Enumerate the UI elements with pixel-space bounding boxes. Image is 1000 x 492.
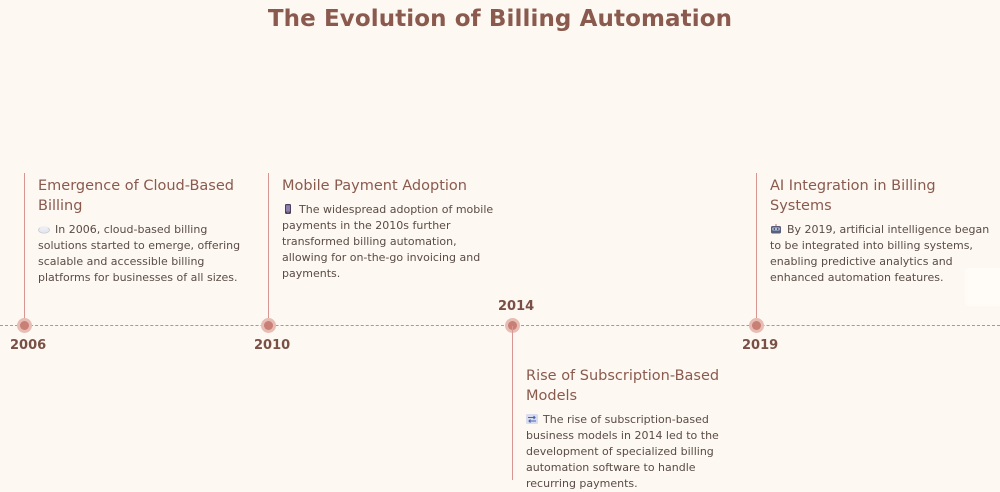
- timeline-dot-2010: [264, 321, 273, 330]
- event-title: Mobile Payment Adoption: [282, 178, 467, 194]
- timeline-axis: [0, 325, 1000, 326]
- event-title: Rise of Subscription-Based Models: [526, 368, 720, 404]
- timeline-dot-2006: [20, 321, 29, 330]
- event-description-wrapper: In 2006, cloud-based billing solutions s…: [38, 222, 253, 286]
- timeline-card-2006: Emergence of Cloud-Based Billing In 2006…: [38, 176, 253, 286]
- event-description: In 2006, cloud-based billing solutions s…: [38, 223, 241, 284]
- timeline-stem-2006: [24, 173, 25, 326]
- event-title: AI Integration in Billing Systems: [770, 178, 936, 214]
- event-title: Emergence of Cloud-Based Billing: [38, 178, 234, 214]
- timeline-stem-2019: [756, 173, 757, 326]
- event-description-wrapper: The widespread adoption of mobile paymen…: [282, 202, 504, 282]
- timeline-card-2014: Rise of Subscription-Based Models The ri…: [526, 366, 748, 492]
- timeline-dot-2014: [508, 321, 517, 330]
- timeline-card-2010: Mobile Payment Adoption The widespread a…: [282, 176, 504, 282]
- timeline-stem-2010: [268, 173, 269, 326]
- timeline-year-2019: 2019: [742, 338, 779, 353]
- robot-icon: [770, 224, 782, 234]
- event-description-wrapper: By 2019, artificial intelligence began t…: [770, 222, 992, 286]
- page-title: The Evolution of Billing Automation: [267, 6, 733, 32]
- event-description: The widespread adoption of mobile paymen…: [282, 203, 494, 280]
- timeline-year-2010: 2010: [254, 338, 291, 353]
- decorative-panel: [965, 268, 1000, 306]
- timeline-year-2014: 2014: [498, 299, 535, 314]
- event-description: By 2019, artificial intelligence began t…: [770, 223, 990, 284]
- timeline-stem-2014: [512, 326, 513, 480]
- event-description: The rise of subscription-based business …: [526, 413, 719, 490]
- timeline-year-2006: 2006: [10, 338, 47, 353]
- mobile-phone-icon: [282, 204, 294, 214]
- cloud-icon: [38, 224, 50, 234]
- event-description-wrapper: The rise of subscription-based business …: [526, 412, 748, 492]
- timeline-dot-2019: [752, 321, 761, 330]
- subscription-arrows-icon: [526, 414, 538, 424]
- timeline-card-2019: AI Integration in Billing Systems By 201…: [770, 176, 992, 286]
